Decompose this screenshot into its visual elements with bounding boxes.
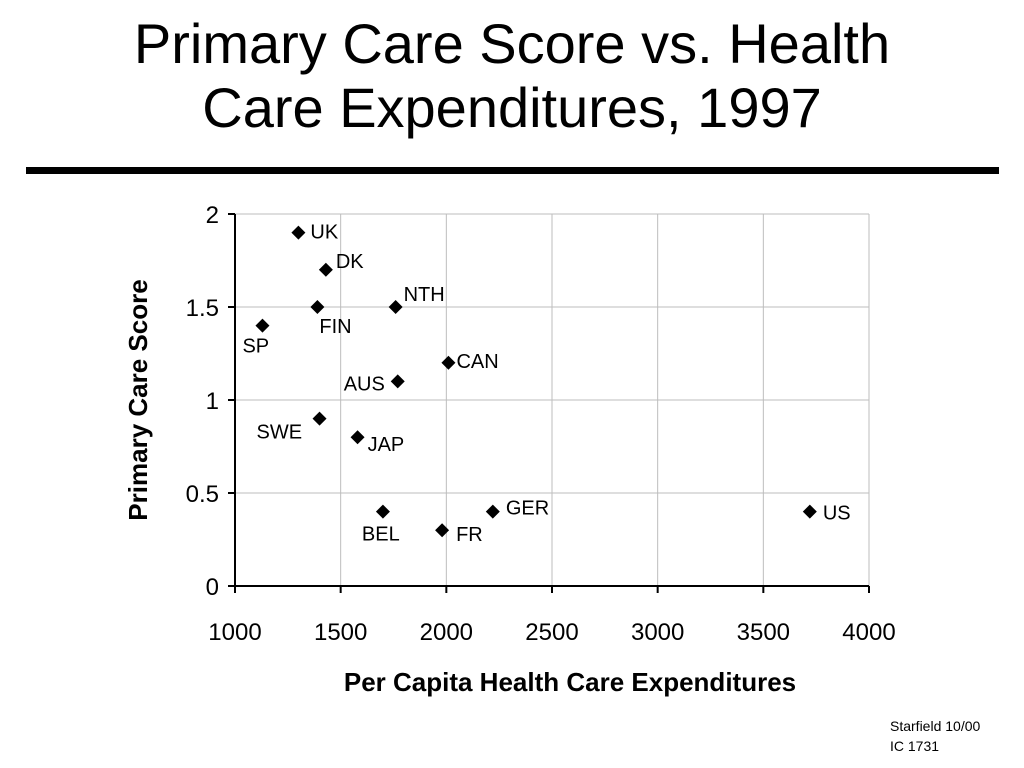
data-point-sp (255, 318, 270, 333)
data-label-aus: AUS (344, 373, 385, 395)
grid-lines (235, 213, 870, 586)
data-label-us: US (823, 503, 851, 525)
data-point-fr (435, 523, 450, 538)
data-label-bel: BEL (362, 524, 400, 546)
slide-title: Primary Care Score vs. Health Care Expen… (0, 12, 1024, 140)
data-label-jap: JAP (368, 434, 405, 456)
data-point-us (802, 504, 817, 519)
footer-code: IC 1731 (890, 738, 940, 754)
slide-title-line-2: Care Expenditures, 1997 (202, 76, 822, 139)
x-tick-label: 1500 (314, 619, 367, 646)
y-tick-label: 1.5 (186, 295, 219, 322)
y-axis-title: Primary Care Score (123, 279, 153, 520)
y-tick-label: 2 (206, 202, 219, 229)
data-points: UK DK NTH FIN SP CAN AUS SWE JAP GER BEL FR US (242, 222, 850, 547)
data-label-fin: FIN (319, 316, 351, 338)
data-point-aus (390, 374, 405, 389)
x-tick-label: 3500 (737, 619, 790, 646)
data-label-uk: UK (310, 222, 338, 244)
x-axis-title: Per Capita Health Care Expenditures (344, 667, 796, 697)
data-point-fin (310, 300, 325, 314)
data-point-can (441, 355, 456, 370)
data-point-uk (291, 225, 306, 240)
data-label-fr: FR (456, 524, 483, 546)
data-point-ger (485, 504, 500, 519)
x-tick-label: 1000 (208, 619, 261, 646)
data-point-swe (312, 411, 327, 426)
data-point-bel (375, 504, 390, 519)
data-point-nth (388, 300, 403, 314)
data-label-nth: NTH (404, 284, 445, 306)
slide-title-line-1: Primary Care Score vs. Health (133, 12, 891, 75)
y-tick-label: 1 (206, 388, 219, 415)
x-tick-label: 2500 (525, 619, 578, 646)
y-tick-label: 0 (206, 574, 219, 601)
data-label-ger: GER (506, 498, 549, 520)
data-point-jap (350, 430, 365, 445)
x-tick-label: 2000 (420, 619, 473, 646)
slide-footer: Starfield 10/00 IC 1731 (890, 716, 980, 756)
data-point-dk (318, 262, 333, 277)
data-label-sp: SP (242, 336, 269, 358)
title-divider (26, 167, 999, 174)
tick-labels: 0 0.5 1 1.5 2 1000 1500 2000 2500 3000 3500 4000 (186, 202, 896, 646)
y-tick-label: 0.5 (186, 481, 219, 508)
footer-credit: Starfield 10/00 (890, 718, 981, 734)
data-label-can: CAN (456, 351, 498, 373)
x-tick-label: 4000 (842, 619, 895, 646)
data-label-swe: SWE (257, 422, 303, 444)
data-label-dk: DK (336, 251, 364, 273)
x-tick-label: 3000 (631, 619, 684, 646)
